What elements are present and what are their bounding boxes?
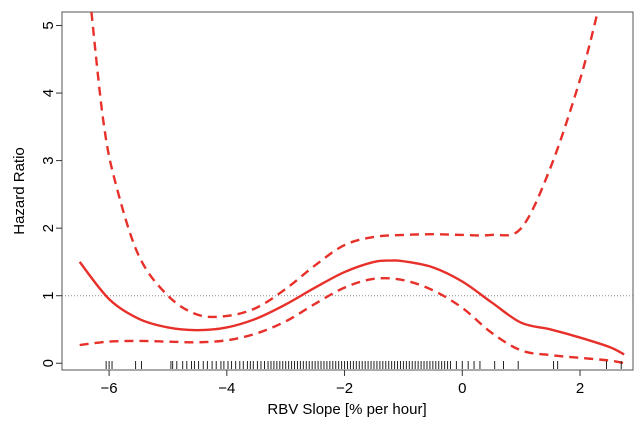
axis-layer: −6 −4 −2 0 2 0 1 2 3 4 5 — [40, 21, 584, 397]
y-tick-label: 0 — [40, 359, 57, 367]
x-tick-label: −6 — [101, 380, 118, 397]
y-tick-label: 1 — [40, 292, 57, 300]
y-tick-label: 5 — [40, 21, 57, 29]
x-axis-title: RBV Slope [% per hour] — [267, 401, 426, 418]
y-tick-label: 2 — [40, 224, 57, 232]
y-tick-label: 3 — [40, 156, 57, 164]
y-tick-label: 4 — [40, 89, 57, 97]
x-tick-label: −4 — [218, 380, 235, 397]
plot-frame — [61, 11, 634, 371]
x-tick-label: 2 — [576, 380, 584, 397]
series-upper-ci-line — [90, 12, 599, 319]
rug-layer — [105, 361, 622, 369]
x-tick-label: −2 — [336, 380, 353, 397]
series-lower-ci-line — [79, 276, 625, 365]
x-tick-label: 0 — [458, 380, 466, 397]
y-axis-title: Hazard Ratio — [11, 147, 28, 235]
series-layer — [78, 12, 625, 365]
series-estimate-line — [78, 259, 625, 356]
